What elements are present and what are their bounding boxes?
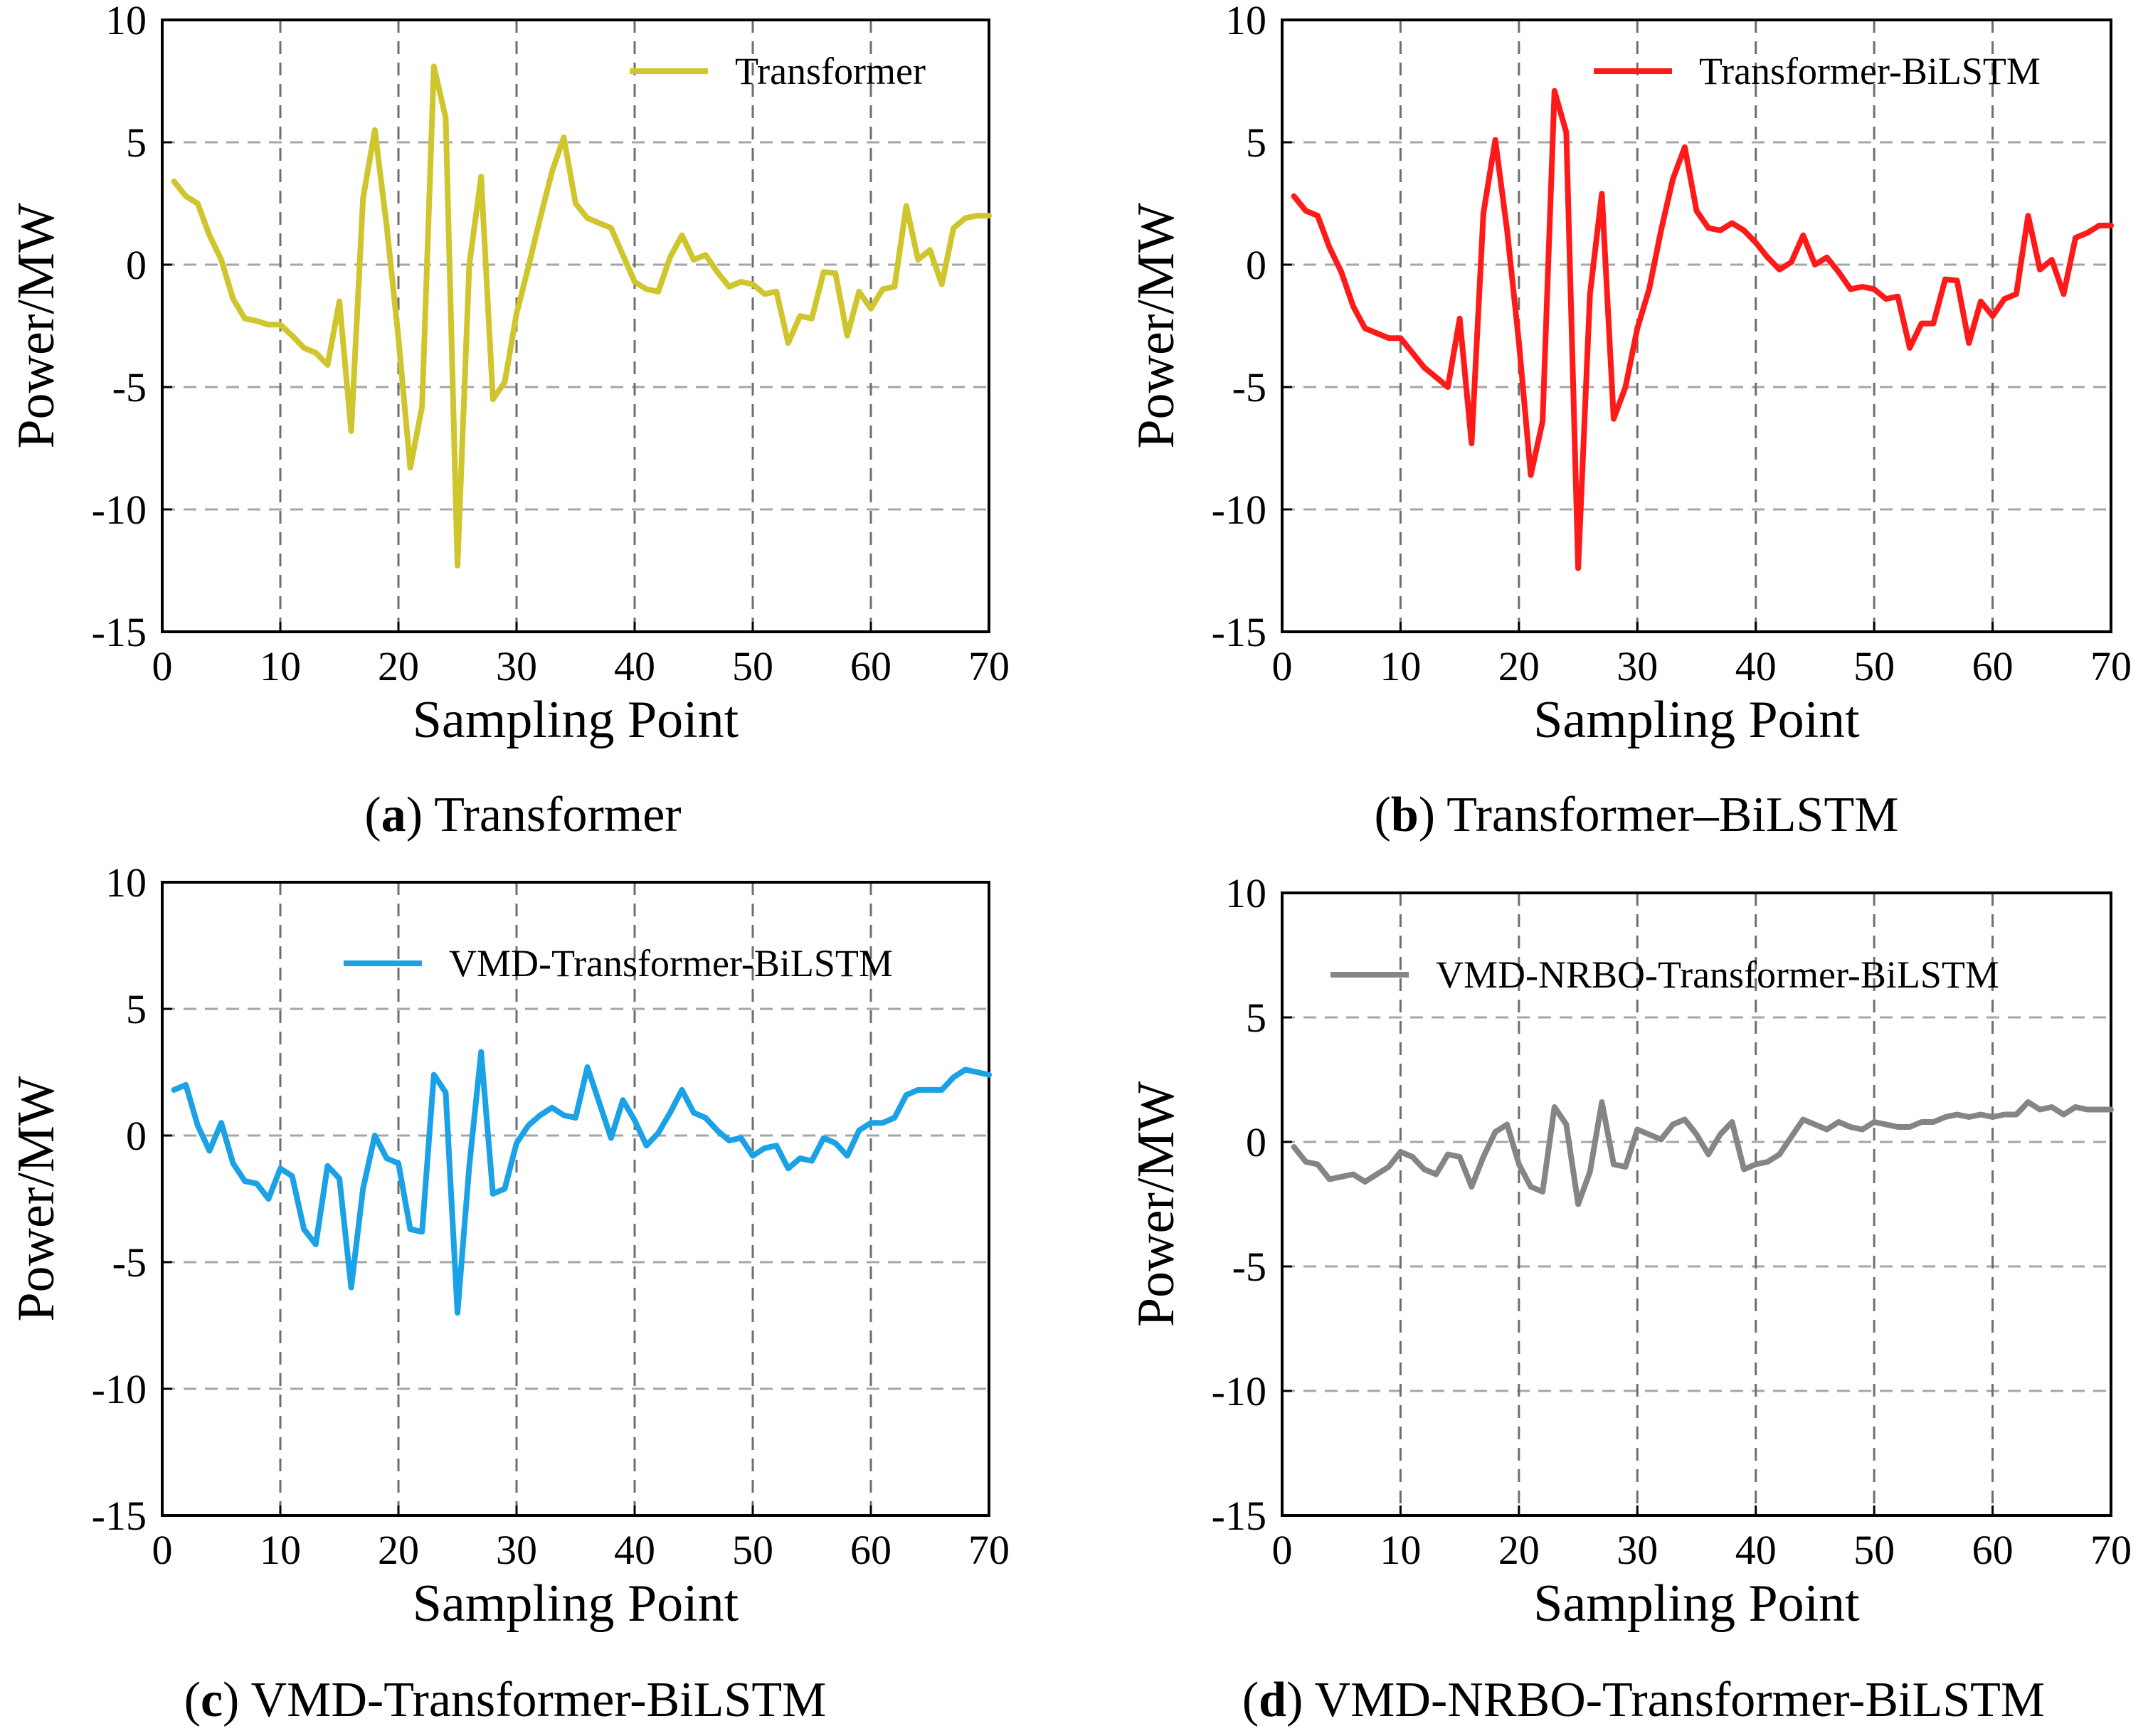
y-tick-label: 10 — [105, 0, 147, 43]
x-tick-label: 70 — [968, 1527, 1010, 1573]
y-tick-label: 0 — [1246, 242, 1266, 288]
caption-d: (d) VMD-NRBO-Transformer-BiLSTM — [1242, 1673, 2045, 1727]
x-tick-label: 40 — [614, 643, 655, 689]
caption-b: (b) Transformer–BiLSTM — [1375, 788, 1899, 842]
y-tick-label: 10 — [1225, 870, 1266, 916]
legend-label: Transformer-BiLSTM — [1699, 50, 2041, 92]
x-tick-label: 30 — [496, 1527, 537, 1573]
y-tick-label: -5 — [1232, 364, 1266, 411]
x-tick-label: 40 — [614, 1527, 655, 1573]
plot-frame — [1281, 18, 2112, 633]
y-tick-label: 10 — [1225, 0, 1266, 43]
x-tick-label: 60 — [1972, 1527, 2014, 1573]
x-tick-label: 40 — [1735, 643, 1777, 689]
x-axis-title: Sampling Point — [1533, 691, 1860, 749]
y-tick-label: -10 — [1212, 1368, 1266, 1414]
plot-frame — [1281, 891, 2112, 1517]
x-tick-label: 10 — [1380, 643, 1421, 689]
series-line — [1291, 1099, 2114, 1207]
caption-b-text: Transformer–BiLSTM — [1446, 788, 1898, 842]
x-tick-label: 20 — [1498, 643, 1540, 689]
x-tick-label: 40 — [1735, 1527, 1777, 1573]
y-tick-label: -10 — [1212, 487, 1266, 533]
y-axis-title: Power/MW — [7, 1076, 65, 1321]
y-tick-label: -5 — [112, 1239, 147, 1286]
caption-d-text: VMD-NRBO-Transformer-BiLSTM — [1315, 1673, 2046, 1727]
x-tick-label: 50 — [732, 1527, 773, 1573]
x-tick-label: 30 — [1617, 643, 1658, 689]
x-tick-label: 70 — [2090, 643, 2132, 689]
x-tick-label: 0 — [152, 643, 173, 689]
y-tick-label: -5 — [1232, 1244, 1266, 1290]
y-axis-title: Power/MW — [1127, 203, 1185, 448]
x-tick-label: 30 — [496, 643, 537, 689]
x-tick-label: 70 — [2090, 1527, 2132, 1573]
x-tick-label: 20 — [378, 643, 419, 689]
x-axis-title: Sampling Point — [413, 1574, 739, 1633]
x-tick-label: 0 — [152, 1527, 173, 1573]
y-tick-label: -15 — [92, 609, 147, 655]
x-tick-label: 30 — [1617, 1527, 1658, 1573]
legend-label: VMD-NRBO-Transformer-BiLSTM — [1436, 953, 1999, 996]
x-tick-label: 60 — [1972, 643, 2014, 689]
y-tick-label: 5 — [1246, 995, 1266, 1041]
x-tick-label: 20 — [1498, 1527, 1540, 1573]
x-tick-label: 10 — [260, 1527, 301, 1573]
legend-label: VMD-Transformer-BiLSTM — [449, 942, 893, 985]
legend-label: Transformer — [735, 50, 926, 92]
x-tick-label: 70 — [968, 643, 1010, 689]
x-tick-label: 60 — [850, 1527, 892, 1573]
caption-a: (a) Transformer — [364, 788, 681, 842]
y-tick-label: -5 — [112, 364, 147, 411]
x-tick-label: 20 — [378, 1527, 419, 1573]
caption-a-letter: a — [381, 788, 406, 842]
y-tick-label: 0 — [126, 1113, 147, 1159]
series-line — [171, 63, 992, 569]
x-tick-label: 50 — [1853, 643, 1895, 689]
x-tick-label: 10 — [260, 643, 301, 689]
caption-b-letter: b — [1391, 788, 1419, 842]
caption-d-letter: d — [1259, 1673, 1286, 1727]
x-tick-label: 10 — [1380, 1527, 1421, 1573]
x-tick-label: 0 — [1272, 643, 1293, 689]
caption-a-text: Transformer — [434, 788, 681, 842]
x-tick-label: 60 — [850, 643, 892, 689]
y-tick-label: -15 — [1212, 1493, 1266, 1539]
x-tick-label: 0 — [1272, 1527, 1293, 1573]
y-tick-label: 0 — [1246, 1119, 1266, 1165]
series-line — [171, 1049, 992, 1316]
plot-frame — [161, 18, 990, 633]
y-tick-label: 10 — [105, 859, 147, 906]
caption-c-letter: c — [201, 1673, 223, 1727]
x-axis-title: Sampling Point — [1533, 1574, 1860, 1633]
y-axis-title: Power/MW — [1127, 1081, 1185, 1327]
y-tick-label: -10 — [92, 1366, 147, 1412]
y-axis-title: Power/MW — [7, 203, 65, 448]
y-tick-label: 5 — [126, 120, 147, 166]
x-tick-label: 50 — [732, 643, 773, 689]
x-tick-label: 50 — [1853, 1527, 1895, 1573]
caption-c: (c) VMD-Transformer-BiLSTM — [184, 1673, 827, 1727]
y-tick-label: 5 — [126, 986, 147, 1032]
plot-frame — [161, 881, 990, 1517]
y-tick-label: -10 — [92, 487, 147, 533]
caption-c-text: VMD-Transformer-BiLSTM — [251, 1673, 827, 1727]
x-axis-title: Sampling Point — [413, 691, 739, 749]
series-line — [1291, 88, 2114, 571]
y-tick-label: -15 — [92, 1493, 147, 1539]
y-tick-label: 5 — [1246, 120, 1266, 166]
y-tick-label: -15 — [1212, 609, 1266, 655]
y-tick-label: 0 — [126, 242, 147, 288]
